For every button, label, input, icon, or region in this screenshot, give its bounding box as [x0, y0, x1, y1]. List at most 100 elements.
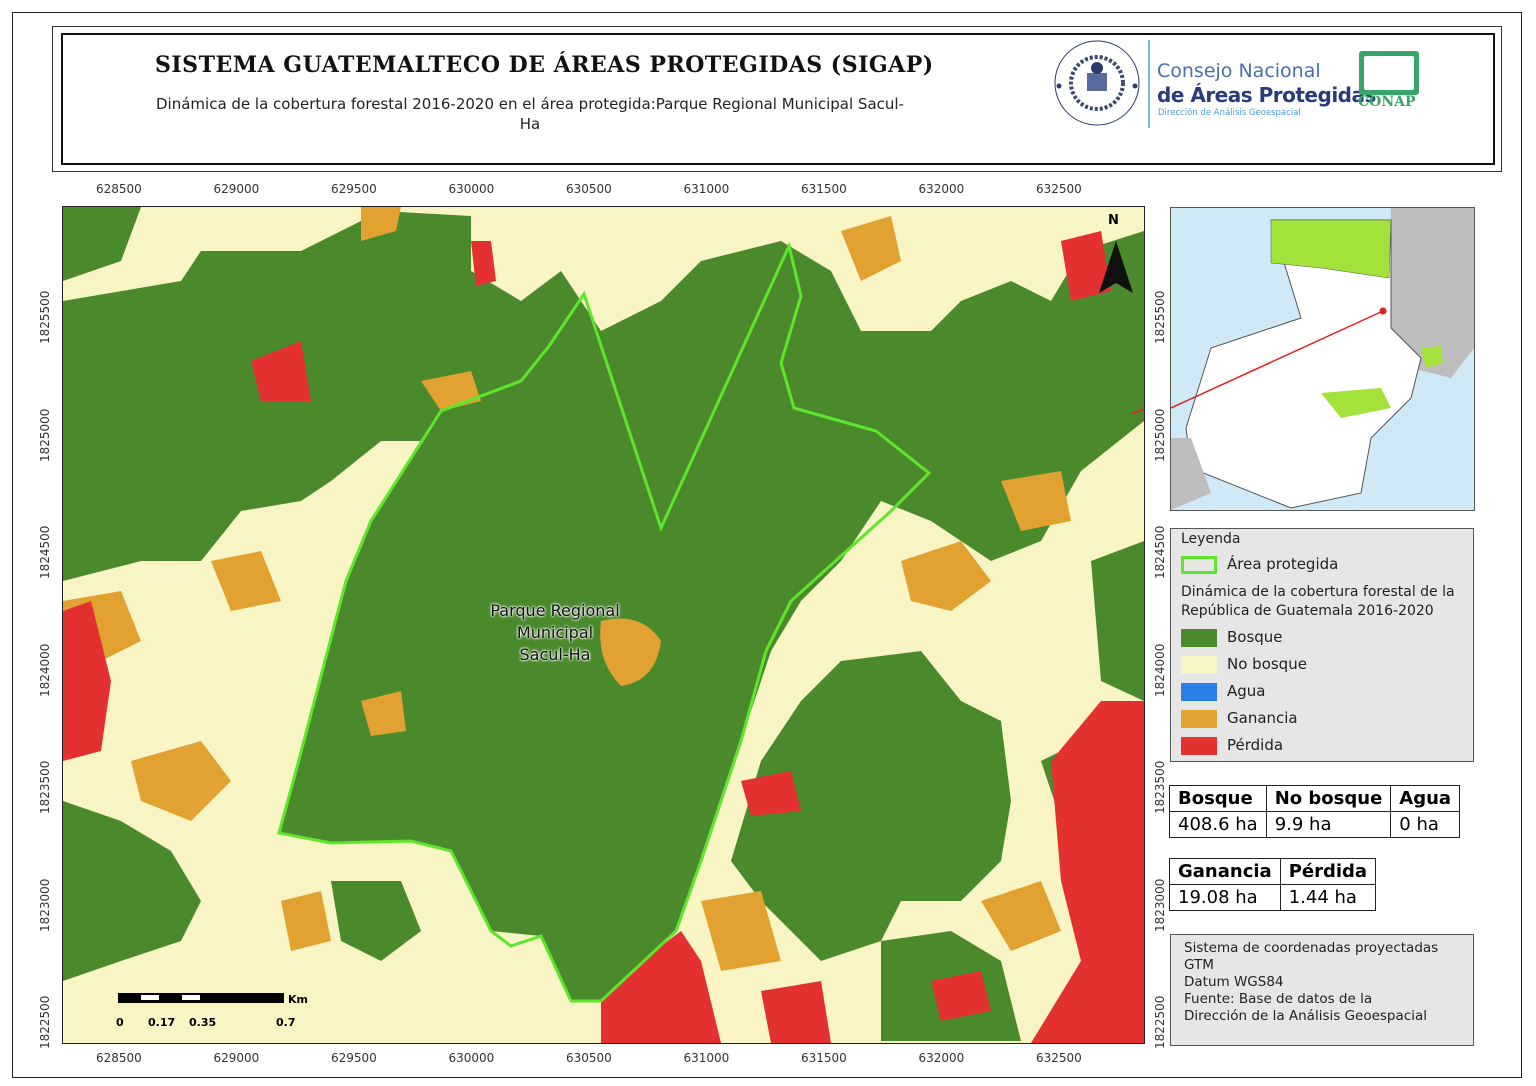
x-tick-label: 631000 — [683, 1051, 730, 1065]
y-tick-label: 1822500 — [38, 995, 52, 1049]
legend-swatch — [1181, 709, 1217, 728]
info-line: Dirección de la Análisis Geoespacial — [1184, 1008, 1427, 1024]
header-cell: No bosque — [1265, 785, 1392, 812]
map-subtitle: Dinámica de la cobertura forestal 2016-2… — [156, 95, 904, 133]
value-cell: 408.6 ha — [1169, 811, 1267, 838]
conap-line1: Consejo Nacional — [1157, 60, 1321, 82]
value-cell: 19.08 ha — [1169, 884, 1281, 911]
x-tick-label: 630500 — [566, 182, 612, 196]
y-tick-label: 1823500 — [38, 760, 52, 814]
scale-bar — [118, 993, 284, 1003]
header-cell: Pérdida — [1279, 858, 1377, 885]
north-arrow — [1099, 241, 1133, 293]
scale-unit: Km — [288, 993, 308, 1006]
x-tick-label: 630000 — [448, 182, 495, 196]
guatemala-seal-logo — [1054, 40, 1140, 126]
y-tick-label: 1823500 — [1153, 760, 1167, 814]
scale-label: 0.17 — [148, 1016, 176, 1029]
legend-label: Agua — [1227, 682, 1266, 700]
x-tick-label: 630500 — [566, 1051, 612, 1065]
info-line: Datum WGS84 — [1184, 974, 1284, 990]
legend-label: No bosque — [1227, 655, 1307, 673]
legend-swatch — [1181, 628, 1217, 647]
x-tick-label: 629500 — [331, 182, 377, 196]
info-line: Fuente: Base de datos de la — [1184, 991, 1373, 1007]
legend-label: Bosque — [1227, 628, 1283, 646]
legend-label: Pérdida — [1227, 736, 1284, 754]
header-cell: Bosque — [1169, 785, 1267, 812]
locator-line — [1130, 408, 1144, 415]
x-tick-label: 631500 — [801, 1051, 847, 1065]
legend-swatch — [1181, 736, 1217, 755]
legend-label: Área protegida — [1227, 555, 1339, 573]
y-tick-label: 1825500 — [1153, 290, 1167, 344]
value-cell: 9.9 ha — [1265, 811, 1392, 838]
scale-label: 0.7 — [276, 1016, 296, 1029]
legend-swatch — [1181, 555, 1217, 574]
area-label-line: Sacul-Ha — [519, 645, 591, 664]
x-tick-label: 628500 — [96, 182, 142, 196]
value-cell: 1.44 ha — [1279, 884, 1377, 911]
info-line: Sistema de coordenadas proyectadas — [1184, 940, 1439, 956]
map-raster[interactable] — [62, 206, 1145, 1044]
y-tick-label: 1824500 — [1153, 525, 1167, 579]
y-tick-label: 1825000 — [38, 408, 52, 462]
legend-section: Dinámica de la cobertura forestal de la … — [1181, 584, 1455, 619]
stats-table-change: Ganancia Pérdida 19.08 ha 1.44 ha — [1169, 858, 1377, 911]
y-tick-label: 1825500 — [38, 290, 52, 344]
area-label-line: Parque Regional — [490, 601, 620, 620]
perdida-areas — [63, 231, 1144, 1043]
legend-swatch — [1181, 655, 1217, 674]
conap-line3: Dirección de Análisis Geoespacial — [1158, 108, 1301, 118]
legend-title: Leyenda — [1181, 531, 1241, 547]
x-tick-label: 632500 — [1036, 182, 1082, 196]
x-tick-label: 631500 — [801, 182, 847, 196]
y-tick-label: 1823000 — [38, 878, 52, 932]
legend-swatch — [1181, 682, 1217, 701]
y-tick-label: 1823000 — [1153, 878, 1167, 932]
logo-divider — [1148, 40, 1150, 128]
inset-location-map — [1170, 207, 1475, 511]
north-label: N — [1108, 213, 1119, 228]
legend-item-no-bosque: No bosque — [1181, 655, 1307, 674]
legend: Leyenda Área protegida Dinámica de la co… — [1170, 528, 1474, 762]
legend-label: Ganancia — [1227, 709, 1298, 727]
y-tick-label: 1825000 — [1153, 408, 1167, 462]
info-line: GTM — [1184, 957, 1214, 973]
area-label-line: Municipal — [516, 623, 594, 642]
header-frame — [52, 26, 1502, 172]
x-tick-label: 630000 — [448, 1051, 495, 1065]
legend-item-area: Área protegida — [1181, 555, 1338, 574]
legend-item-bosque: Bosque — [1181, 628, 1283, 647]
stats-table-cover: Bosque No bosque Agua 408.6 ha 9.9 ha 0 ha — [1169, 785, 1461, 838]
x-tick-label: 631000 — [683, 182, 730, 196]
x-tick-label: 632500 — [1036, 1051, 1082, 1065]
outer-frame — [12, 12, 1522, 1078]
y-tick-label: 1824000 — [38, 643, 52, 697]
x-tick-label: 632000 — [918, 182, 965, 196]
protected-area-outline[interactable] — [277, 241, 932, 1003]
x-tick-label: 629500 — [331, 1051, 377, 1065]
legend-item-agua: Agua — [1181, 682, 1265, 701]
header-box — [61, 33, 1495, 165]
x-tick-label: 628500 — [96, 1051, 142, 1065]
x-tick-label: 632000 — [918, 1051, 965, 1065]
header-cell: Agua — [1390, 785, 1461, 812]
legend-item-perdida: Pérdida — [1181, 736, 1283, 755]
scale-label: 0.35 — [189, 1016, 217, 1029]
legend-item-ganancia: Ganancia — [1181, 709, 1298, 728]
y-tick-label: 1824000 — [1153, 643, 1167, 697]
map-title: SISTEMA GUATEMALTECO DE ÁREAS PROTEGIDAS… — [155, 52, 934, 78]
y-tick-label: 1822500 — [1153, 995, 1167, 1049]
area-label: Parque Regional Municipal Sacul-Ha — [470, 600, 640, 666]
scale-label: 0 — [116, 1016, 124, 1029]
value-cell: 0 ha — [1390, 811, 1461, 838]
conap-badge: CONAP — [1358, 94, 1416, 110]
x-tick-label: 629000 — [213, 1051, 260, 1065]
conap-line2: de Áreas Protegidas — [1157, 83, 1376, 107]
projection-info: Sistema de coordenadas proyectadas GTM D… — [1170, 934, 1474, 1046]
header-cell: Ganancia — [1169, 858, 1281, 885]
x-tick-label: 629000 — [213, 182, 260, 196]
y-tick-label: 1824500 — [38, 525, 52, 579]
